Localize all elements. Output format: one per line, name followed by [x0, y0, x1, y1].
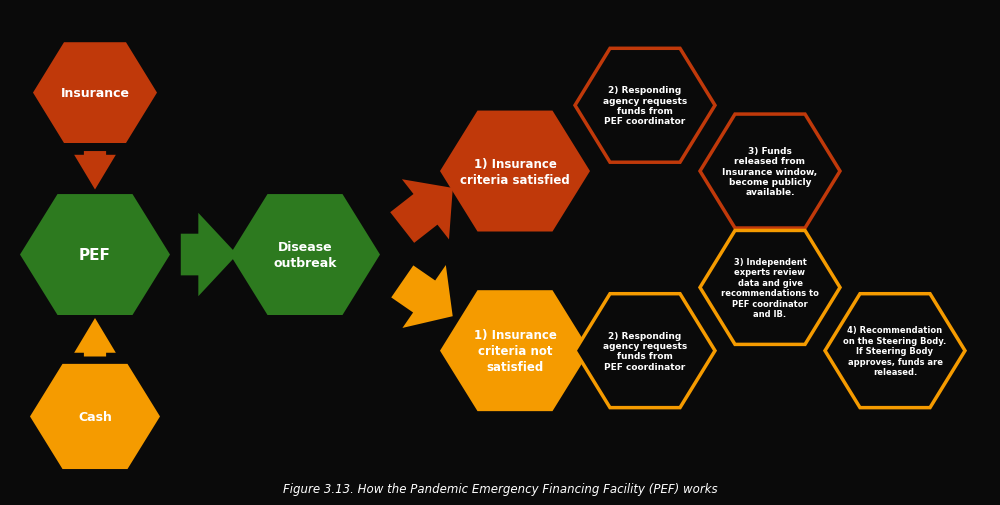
Text: Disease
outbreak: Disease outbreak — [273, 240, 337, 270]
Text: Insurance: Insurance — [60, 87, 130, 100]
Polygon shape — [20, 194, 170, 316]
Polygon shape — [700, 115, 840, 229]
Text: Figure 3.13. How the Pandemic Emergency Financing Facility (PEF) works: Figure 3.13. How the Pandemic Emergency … — [283, 482, 717, 495]
Text: Cash: Cash — [78, 410, 112, 423]
Polygon shape — [230, 194, 380, 316]
Polygon shape — [825, 294, 965, 408]
Text: 2) Responding
agency requests
funds from
PEF coordinator: 2) Responding agency requests funds from… — [603, 86, 687, 126]
Text: 1) Insurance
criteria satisfied: 1) Insurance criteria satisfied — [460, 157, 570, 186]
Text: 1) Insurance
criteria not
satisfied: 1) Insurance criteria not satisfied — [474, 329, 556, 373]
Polygon shape — [440, 290, 590, 412]
Polygon shape — [575, 49, 715, 163]
Polygon shape — [440, 111, 590, 232]
Polygon shape — [30, 364, 160, 469]
Text: PEF: PEF — [79, 247, 111, 263]
Text: 2) Responding
agency requests
funds from
PEF coordinator: 2) Responding agency requests funds from… — [603, 331, 687, 371]
Polygon shape — [700, 231, 840, 345]
Text: 3) Funds
released from
Insurance window,
become publicly
available.: 3) Funds released from Insurance window,… — [722, 146, 818, 197]
Text: 3) Independent
experts review
data and give
recommendations to
PEF coordinator
a: 3) Independent experts review data and g… — [721, 258, 819, 318]
Text: 4) Recommendation
on the Steering Body.
If Steering Body
approves, funds are
rel: 4) Recommendation on the Steering Body. … — [843, 326, 947, 376]
Polygon shape — [33, 43, 157, 144]
Polygon shape — [575, 294, 715, 408]
